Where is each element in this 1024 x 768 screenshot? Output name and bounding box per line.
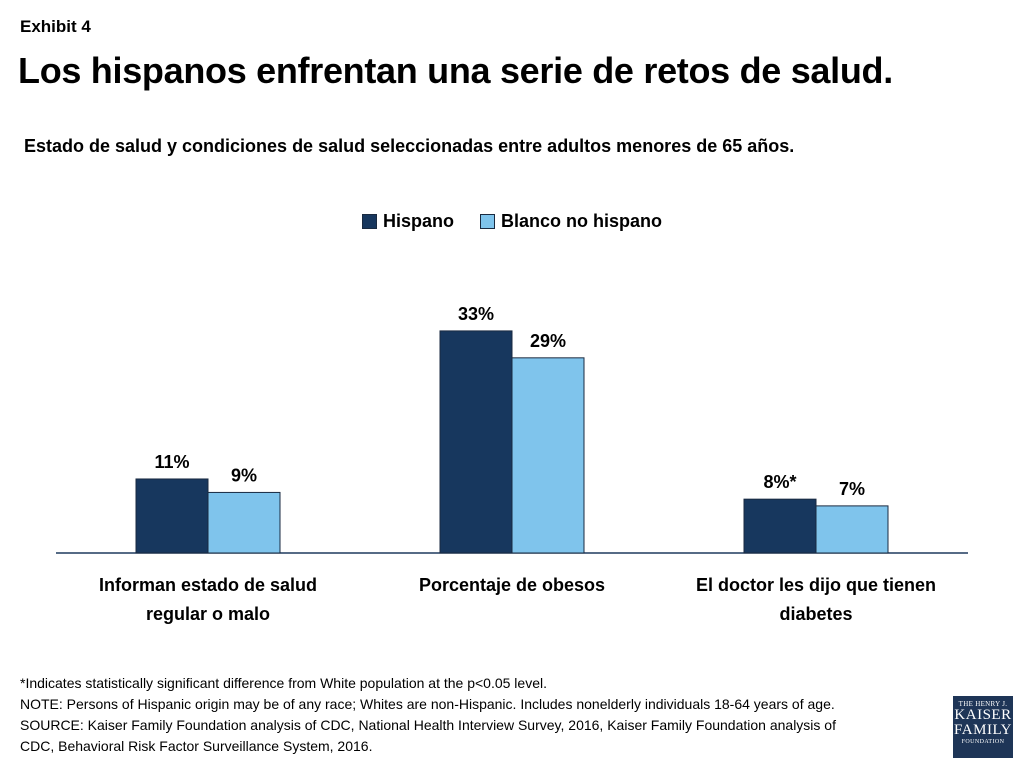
legend-label-blanco: Blanco no hispano [501, 211, 663, 231]
legend-swatch-hispano [361, 214, 377, 229]
category-label-health-line1: Informan estado de salud [98, 575, 318, 595]
legend-item-hispano: Hispano [361, 211, 454, 232]
category-label-diabetes-line2: diabetes [779, 604, 853, 624]
data-label-blanco-2: 7% [839, 479, 865, 499]
logo-line4: FOUNDATION [961, 739, 1005, 745]
category-label-health: Informan estado de salud regular o malo [58, 571, 358, 629]
bar-blanco-1 [511, 357, 585, 554]
data-label-blanco-1: 29% [530, 331, 566, 351]
legend-swatch-blanco [480, 214, 495, 229]
footnote-source-cont: CDC, Behavioral Risk Factor Surveillance… [20, 738, 373, 754]
legend-label-hispano: Hispano [382, 211, 454, 231]
data-label-hispano-2: 8%* [763, 472, 796, 492]
category-label-obesity-line1: Porcentaje de obesos [418, 575, 606, 595]
logo-line1: THE HENRY J. [958, 700, 1008, 708]
bar-blanco-0 [207, 491, 281, 554]
category-label-health-line2: regular o malo [145, 604, 271, 624]
chart-legend: Hispano Blanco no hispano [0, 211, 1024, 232]
page-title: Los hispanos enfrentan una serie de reto… [18, 50, 893, 91]
logo-line3: FAMILY [954, 722, 1012, 738]
category-label-diabetes: El doctor les dijo que tienen diabetes [666, 571, 966, 629]
kff-logo: THE HENRY J. KAISER FAMILY FOUNDATION [953, 696, 1013, 758]
category-label-diabetes-line1: El doctor les dijo que tienen [695, 575, 937, 595]
bar-hispano-1 [439, 330, 513, 554]
bar-hispano-0 [135, 478, 209, 554]
bar-blanco-2 [815, 505, 889, 554]
data-label-hispano-1: 33% [458, 304, 494, 324]
data-label-hispano-0: 11% [154, 452, 189, 472]
footnote-source: SOURCE: Kaiser Family Foundation analysi… [20, 717, 836, 733]
category-label-obesity: Porcentaje de obesos [362, 571, 662, 600]
footnote-significance: *Indicates statistically significant dif… [20, 675, 547, 691]
logo-line2: KAISER [954, 707, 1012, 723]
data-label-blanco-0: 9% [231, 465, 257, 485]
exhibit-label: Exhibit 4 [20, 17, 91, 36]
footnotes: *Indicates statistically significant dif… [20, 673, 836, 757]
legend-item-blanco: Blanco no hispano [480, 211, 662, 232]
bar-hispano-2 [743, 498, 817, 554]
footnote-note: NOTE: Persons of Hispanic origin may be … [20, 696, 835, 712]
chart-subtitle: Estado de salud y condiciones de salud s… [24, 136, 795, 156]
